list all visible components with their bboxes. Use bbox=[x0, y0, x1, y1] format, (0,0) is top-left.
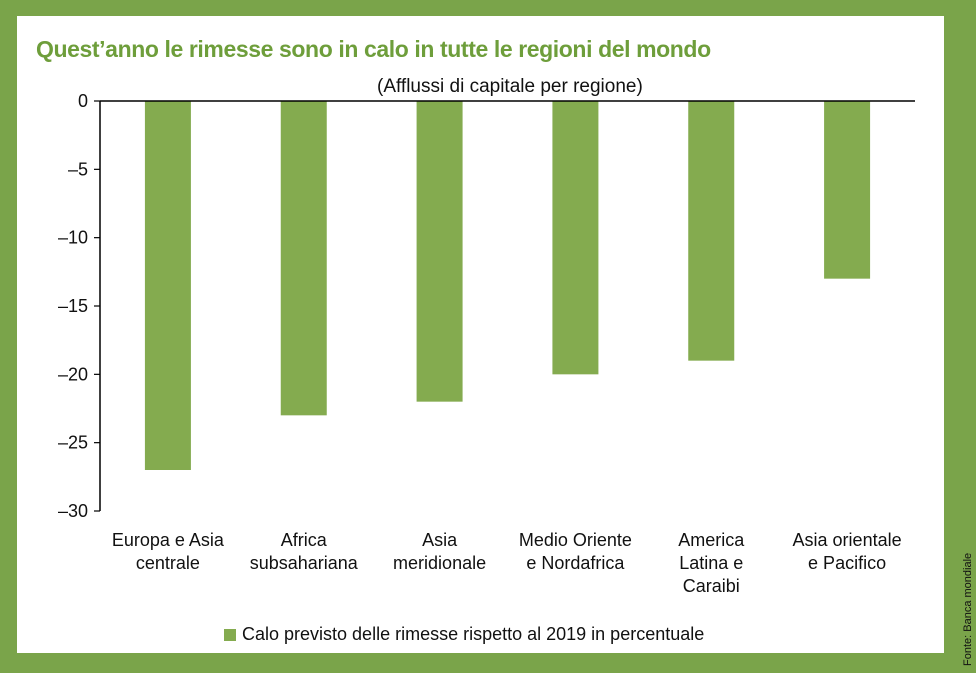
legend-label: Calo previsto delle rimesse rispetto al … bbox=[242, 624, 705, 644]
category-label-line: Africa bbox=[280, 530, 327, 550]
chart-subtitle: (Afflussi di capitale per regione) bbox=[377, 76, 643, 97]
y-tick-label: –20 bbox=[58, 364, 88, 384]
category-label-line: Asia bbox=[422, 530, 458, 550]
y-tick-label: –15 bbox=[58, 296, 88, 316]
bar bbox=[552, 101, 599, 375]
category-label-line: meridionale bbox=[393, 553, 487, 573]
source-note: Fonte: Banca mondiale bbox=[962, 552, 974, 666]
category-label: Asia meridionale bbox=[365, 529, 515, 575]
y-tick-label: –10 bbox=[58, 228, 88, 248]
category-label-line: centrale bbox=[135, 553, 200, 573]
bar bbox=[688, 101, 735, 361]
category-label-line: Medio Oriente bbox=[518, 530, 632, 550]
y-tick-label: –5 bbox=[68, 159, 88, 179]
y-tick-label: –25 bbox=[58, 433, 88, 453]
y-tick-label: 0 bbox=[78, 91, 88, 111]
legend-swatch bbox=[224, 628, 236, 641]
bar bbox=[144, 101, 191, 470]
bar bbox=[824, 101, 871, 279]
category-label-line: e Pacifico bbox=[808, 553, 887, 573]
category-label: Europa e Asia centrale bbox=[93, 529, 243, 575]
category-label-line: Europa e Asia bbox=[111, 530, 224, 550]
category-label-line: subsahariana bbox=[249, 553, 358, 573]
bar bbox=[416, 101, 463, 402]
category-label: America Latina e Caraibi bbox=[636, 529, 786, 598]
category-label-line: America bbox=[678, 530, 745, 550]
category-label: Medio Oriente e Nordafrica bbox=[500, 529, 650, 575]
legend: Calo previsto delle rimesse rispetto al … bbox=[224, 624, 704, 645]
category-label: Asia orientale e Pacifico bbox=[772, 529, 922, 575]
category-label-line: Caraibi bbox=[682, 576, 740, 596]
y-tick-label: –30 bbox=[58, 501, 88, 521]
category-label-line: Asia orientale bbox=[792, 530, 902, 550]
chart-title: Quest’anno le rimesse sono in calo in tu… bbox=[36, 36, 711, 62]
category-label: Africa subsahariana bbox=[229, 529, 379, 575]
category-label-line: e Nordafrica bbox=[526, 553, 625, 573]
category-label-line: Latina e bbox=[679, 553, 744, 573]
bar bbox=[280, 101, 327, 416]
